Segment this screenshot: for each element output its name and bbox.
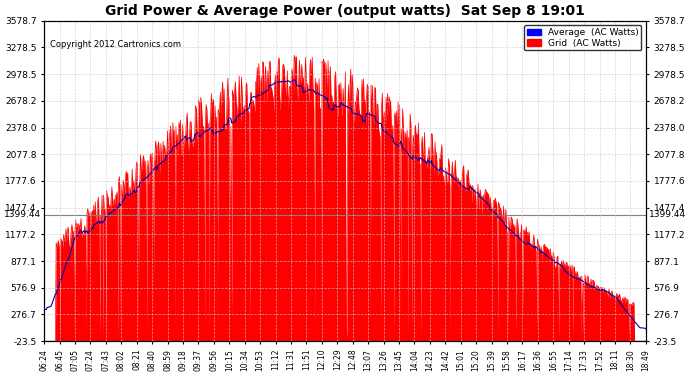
Text: Copyright 2012 Cartronics.com: Copyright 2012 Cartronics.com xyxy=(50,40,181,49)
Text: 1399.44: 1399.44 xyxy=(4,210,41,219)
Title: Grid Power & Average Power (output watts)  Sat Sep 8 19:01: Grid Power & Average Power (output watts… xyxy=(105,4,585,18)
Legend: Average  (AC Watts), Grid  (AC Watts): Average (AC Watts), Grid (AC Watts) xyxy=(524,25,642,51)
Text: 1399.44: 1399.44 xyxy=(649,210,686,219)
